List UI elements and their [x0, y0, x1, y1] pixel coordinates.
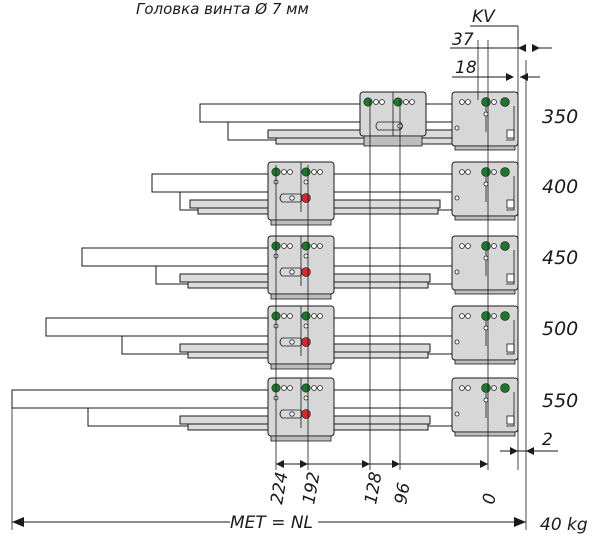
screw-head-green — [500, 97, 510, 107]
screw-head-green — [301, 167, 311, 177]
screw-head-green — [481, 383, 491, 393]
dim-37-label: 37 — [452, 30, 474, 50]
bottom-dimension-label: 96 — [391, 481, 414, 506]
runner-length-label: 550 — [542, 390, 578, 412]
screw-head-green — [481, 167, 491, 177]
outer-rail — [199, 103, 470, 123]
screw-head-green — [481, 241, 491, 251]
runner-row — [199, 91, 519, 151]
screw-head-green — [481, 97, 491, 107]
screw-head-red — [301, 337, 311, 347]
load-capacity-label: 40 kg — [540, 515, 588, 535]
screw-head-green — [301, 241, 311, 251]
bottom-dimension-label: 0 — [479, 492, 501, 506]
runner-length-label: 400 — [542, 176, 578, 198]
screw-head-green — [500, 311, 510, 321]
offset-2-label: 2 — [542, 430, 553, 450]
screw-head-red — [301, 193, 311, 203]
screw-head-green — [500, 241, 510, 251]
kv-label: KV — [472, 7, 496, 27]
runner-row — [151, 161, 519, 226]
screw-head-note: Головка винта Ø 7 мм — [136, 0, 309, 18]
runner-row — [45, 305, 519, 370]
screw-head-red — [301, 267, 311, 277]
dim-18-label: 18 — [455, 58, 477, 78]
bottom-dimension-label: 192 — [299, 470, 324, 505]
runner-rows: 350 400 450 500 550 — [11, 91, 578, 442]
screw-head-green — [393, 97, 403, 107]
bottom-dimension-label: 128 — [361, 470, 386, 506]
outer-rail — [11, 389, 470, 409]
bottom-dimension-label: 224 — [267, 470, 292, 505]
screw-head-green — [301, 311, 311, 321]
screw-head-green — [363, 97, 373, 107]
runner-row — [81, 235, 519, 300]
outer-rail — [45, 317, 470, 337]
runner-length-label: 450 — [542, 247, 578, 269]
screw-head-red — [301, 409, 311, 419]
screw-head-green — [500, 383, 510, 393]
screw-head-green — [481, 311, 491, 321]
screw-head-green — [301, 383, 311, 393]
screw-head-green — [500, 167, 510, 177]
runner-length-label: 350 — [542, 106, 578, 128]
runner-length-label: 500 — [542, 318, 578, 340]
bottom-dimension-labels: 224 192 128 96 0 — [267, 470, 501, 506]
runner-row — [11, 377, 519, 442]
met-nl-label: MET = NL — [230, 513, 313, 533]
